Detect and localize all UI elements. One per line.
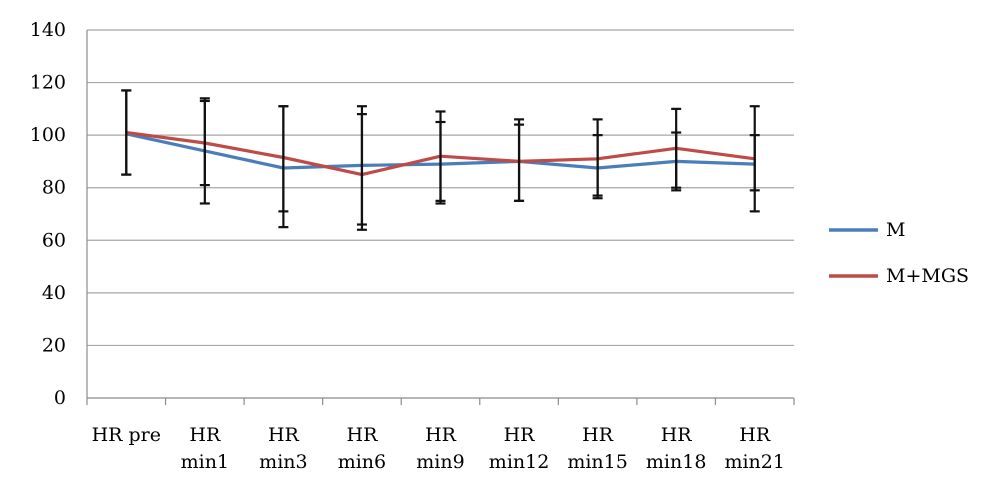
x-tick-label: HR xyxy=(739,424,771,446)
x-tick-label: HR xyxy=(582,424,614,446)
x-tick-label: min9 xyxy=(416,451,464,473)
x-tick-label: HR pre xyxy=(92,424,161,446)
x-tick-label: min6 xyxy=(338,451,386,473)
x-tick-label: min3 xyxy=(259,451,307,473)
x-tick-label: min1 xyxy=(181,451,229,473)
y-tick-label: 120 xyxy=(30,72,66,94)
legend-label-0: M xyxy=(886,219,905,241)
x-tick-label: min15 xyxy=(567,451,628,473)
x-tick-label: HR xyxy=(425,424,457,446)
x-tick-label: HR xyxy=(504,424,536,446)
x-tick-label: HR xyxy=(268,424,300,446)
x-tick-label: min12 xyxy=(489,451,550,473)
y-axis-ticks: 0 20 40 60 80 100 120 140 xyxy=(30,19,66,409)
x-tick-label: HR xyxy=(189,424,221,446)
legend-label-1: M+MGS xyxy=(886,265,969,287)
x-axis-ticks: HR pre HR min1 HR min3 HR min6 HR min9 HR min12 HR m… xyxy=(86,398,795,473)
y-tick-label: 20 xyxy=(42,334,66,356)
y-tick-label: 100 xyxy=(30,124,66,146)
y-tick-label: 0 xyxy=(54,387,66,409)
y-tick-label: 40 xyxy=(42,282,66,304)
x-tick-label: HR xyxy=(347,424,379,446)
x-tick-label: HR xyxy=(661,424,693,446)
axes xyxy=(86,30,794,399)
x-tick-label: min21 xyxy=(724,451,785,473)
y-tick-label: 140 xyxy=(30,19,66,41)
x-tick-label: min18 xyxy=(646,451,707,473)
y-tick-label: 60 xyxy=(42,229,66,251)
legend: M M+MGS xyxy=(829,219,969,287)
error-bars xyxy=(121,89,760,231)
y-tick-label: 80 xyxy=(42,177,66,199)
